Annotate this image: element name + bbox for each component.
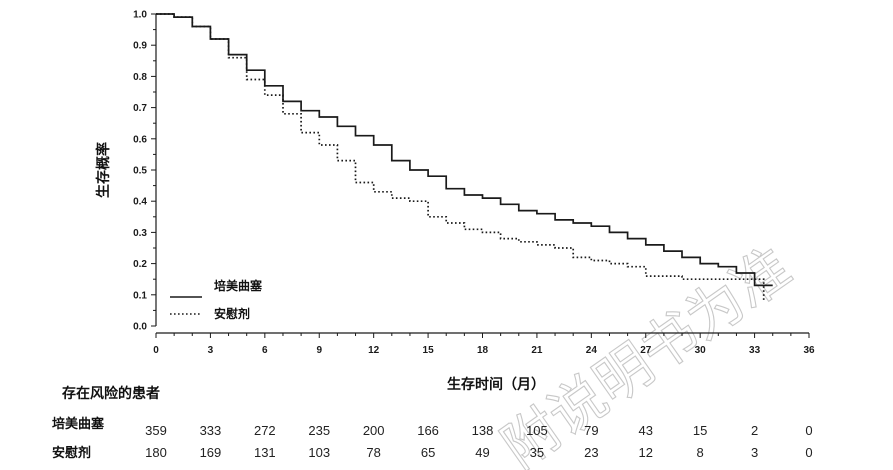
risk-table-title: 存在风险的患者 <box>62 385 160 402</box>
x-tick-label: 0 <box>153 345 159 356</box>
risk-count: 15 <box>693 423 707 438</box>
y-tick-label: 0.0 <box>133 322 147 333</box>
risk-count: 333 <box>200 423 222 438</box>
risk-count: 180 <box>145 445 167 460</box>
axes: 0.00.10.20.30.40.50.60.70.80.91.00 3 6 9 12 1… <box>133 10 815 357</box>
risk-count: 0 <box>805 423 812 438</box>
y-tick-label: 0.9 <box>133 41 147 52</box>
risk-table: 存在风险的患者 培美曲塞 安慰剂 359 333 272 235 200 166 138 10… <box>52 385 813 461</box>
risk-row-label-placebo: 安慰剂 <box>52 445 91 461</box>
risk-count: 103 <box>308 445 330 460</box>
x-tick-label: 33 <box>749 345 761 356</box>
risk-count: 65 <box>421 445 435 460</box>
x-tick-label: 3 <box>208 345 214 356</box>
x-tick-label: 6 <box>262 345 268 356</box>
risk-count: 105 <box>526 423 548 438</box>
risk-count: 0 <box>805 445 812 460</box>
y-tick-label: 0.7 <box>133 103 147 114</box>
legend-label-placebo: 安慰剂 <box>214 306 250 321</box>
y-tick-label: 0.3 <box>133 228 147 239</box>
risk-row-label-pemetrexed: 培美曲塞 <box>52 416 105 432</box>
risk-count: 12 <box>639 445 653 460</box>
y-tick-label: 1.0 <box>133 10 147 21</box>
x-tick-label: 30 <box>695 345 707 356</box>
x-tick-label: 18 <box>477 345 489 356</box>
risk-values: 359 333 272 235 200 166 138 105 79 43 15 2 0 180 169 13… <box>145 423 812 460</box>
y-tick-label: 0.8 <box>133 72 147 83</box>
x-tick-label: 12 <box>368 345 380 356</box>
risk-count: 235 <box>308 423 330 438</box>
x-tick-label: 21 <box>531 345 543 356</box>
series-line-pemetrexed <box>156 13 773 287</box>
risk-count: 2 <box>751 423 758 438</box>
y-tick-label: 0.1 <box>133 290 147 301</box>
y-tick-label: 0.4 <box>133 197 147 208</box>
x-tick-label: 27 <box>640 345 652 356</box>
x-tick-label: 24 <box>586 345 598 356</box>
legend: 培美曲塞 安慰剂 <box>170 278 263 321</box>
risk-count: 8 <box>697 445 704 460</box>
risk-count: 78 <box>366 445 380 460</box>
x-axis-title: 生存时间（月） <box>447 376 545 393</box>
legend-label-pemetrexed: 培美曲塞 <box>214 278 263 293</box>
y-tick-label: 0.6 <box>133 134 147 145</box>
risk-count: 79 <box>584 423 598 438</box>
risk-count: 272 <box>254 423 276 438</box>
risk-count: 131 <box>254 445 276 460</box>
x-tick-label: 15 <box>423 345 435 356</box>
series-line-placebo <box>156 13 765 301</box>
y-tick-label: 0.2 <box>133 259 147 270</box>
x-tick-label: 36 <box>803 345 815 356</box>
y-tick-label: 0.5 <box>133 166 147 177</box>
risk-count: 166 <box>417 423 439 438</box>
survival-curves <box>156 13 773 301</box>
risk-count: 200 <box>363 423 385 438</box>
risk-count: 138 <box>472 423 494 438</box>
risk-count: 359 <box>145 423 167 438</box>
x-tick-label: 9 <box>316 345 322 356</box>
risk-count: 43 <box>639 423 653 438</box>
risk-count: 35 <box>530 445 544 460</box>
risk-count: 49 <box>475 445 489 460</box>
y-axis-title: 生存概率 <box>95 142 112 198</box>
risk-count: 169 <box>200 445 222 460</box>
risk-count: 3 <box>751 445 758 460</box>
risk-count: 23 <box>584 445 598 460</box>
